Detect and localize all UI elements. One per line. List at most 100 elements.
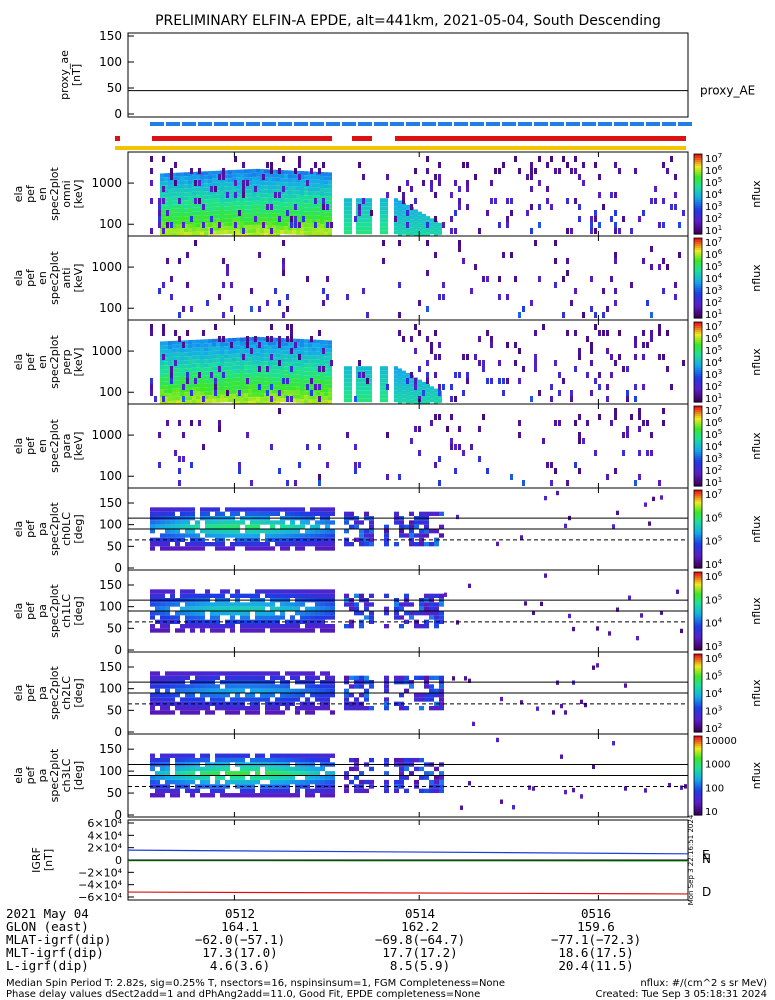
spectrogram-cell: [316, 215, 320, 220]
spectrogram-dot: [606, 306, 609, 312]
spectrogram-dot: [358, 162, 361, 168]
pa-cell: [200, 701, 205, 706]
pa-cell: [290, 520, 295, 525]
spectrogram-cell: [360, 386, 364, 391]
pa-cell: [160, 611, 165, 616]
spectrogram-cell: [256, 224, 260, 229]
spectrogram-cell: [196, 223, 200, 228]
pa-cell: [270, 757, 275, 763]
spectrogram-cell: [260, 205, 264, 210]
spectrogram-cell: [292, 230, 296, 235]
pa-cell: [205, 529, 210, 534]
pa-cell: [424, 684, 429, 689]
spectrogram-cell: [248, 337, 252, 342]
spectrogram-dot: [270, 444, 273, 450]
colorbar-segment: [694, 769, 702, 773]
spectrogram-cell: [236, 353, 240, 358]
pa-cell: [160, 624, 165, 629]
colorbar-segment: [694, 418, 702, 421]
pa-cell: [305, 710, 310, 715]
spectrogram-cell: [356, 214, 360, 219]
spectrogram-cell: [304, 171, 308, 176]
spectrogram-cell: [280, 210, 284, 215]
pa-cell: [305, 688, 310, 693]
colorbar-segment: [694, 248, 702, 251]
pa-cell: [235, 520, 240, 525]
spectrogram-cell: [260, 401, 264, 406]
colorbar-segment: [694, 426, 702, 429]
spectrogram-cell: [300, 399, 304, 404]
spectrogram-cell: [252, 348, 256, 353]
spectrogram-cell: [168, 209, 172, 214]
spectrogram-dot: [434, 330, 437, 336]
spectrogram-cell: [368, 374, 372, 379]
pa-cell: [150, 766, 155, 772]
spectrogram-cell: [248, 221, 252, 226]
colorbar-segment: [694, 162, 702, 165]
colorbar-segment: [694, 352, 702, 355]
ytick-label: 150: [99, 578, 122, 592]
spectrogram-cell: [348, 210, 352, 215]
pa-cell: [290, 606, 295, 611]
spectrogram-cell: [204, 359, 208, 364]
colorbar-segment: [694, 702, 702, 706]
spectrogram-cell: [348, 394, 352, 399]
pa-cell: [220, 606, 225, 611]
spectrogram-cell: [300, 355, 304, 360]
pa-dot: [668, 782, 671, 788]
pa-cell: [310, 675, 315, 680]
pa-dot: [544, 573, 547, 578]
spectrogram-cell: [236, 385, 240, 390]
spectrogram-cell: [208, 395, 212, 400]
pa-cell: [170, 520, 175, 525]
spectrogram-cell: [216, 394, 220, 399]
spectrogram-cell: [176, 228, 180, 233]
spectrogram-cell: [292, 182, 296, 187]
spectrogram-cell: [426, 216, 430, 221]
pa-cell: [280, 615, 285, 620]
pa-cell: [270, 753, 275, 758]
pa-cell: [305, 775, 310, 780]
spectrogram-dot: [426, 336, 429, 342]
spectrogram-cell: [328, 396, 332, 401]
pa-cell: [170, 615, 175, 620]
spectrogram-dot: [462, 390, 465, 396]
spectrogram-cell: [430, 230, 434, 235]
spectrogram-cell: [184, 220, 188, 225]
pa-cell: [210, 766, 215, 772]
spectrogram-dot: [190, 306, 193, 312]
spectrogram-cell: [208, 399, 212, 404]
colorbar-segment: [694, 726, 702, 729]
pa-cell: [210, 524, 215, 529]
pa-cell: [230, 542, 235, 547]
pa-cell: [155, 793, 160, 798]
pa-cell: [175, 615, 180, 620]
pa-cell: [260, 606, 265, 611]
spectrogram-dot: [386, 384, 389, 390]
spectrogram-dot: [290, 222, 293, 228]
spectrogram-cell: [280, 342, 284, 347]
pa-cell: [225, 766, 230, 772]
pa-cell: [235, 697, 240, 702]
spectrogram-dot: [210, 372, 213, 378]
footer-line1-left: Median Spin Period T: 2.82s, sig=0.25% T…: [6, 978, 506, 989]
pa-cell: [310, 511, 315, 516]
spectrogram-cell: [256, 396, 260, 401]
spectrogram-cell: [192, 371, 196, 376]
pa-cell: [354, 701, 359, 706]
colorbar-segment: [694, 266, 702, 269]
spectrogram-dot: [594, 450, 597, 456]
spectrogram-dot: [442, 294, 445, 300]
pa-cell: [439, 602, 444, 607]
spectrogram-cell: [320, 179, 324, 184]
pa-cell: [225, 710, 230, 715]
pa-cell: [265, 710, 270, 715]
spectrogram-cell: [292, 174, 296, 179]
pa-cell: [369, 593, 374, 598]
spectrogram-cell: [220, 350, 224, 355]
pa-cell: [160, 619, 165, 624]
spectrogram-cell: [224, 374, 228, 379]
spectrogram-dot: [210, 216, 213, 222]
spectrogram-cell: [172, 184, 176, 189]
spectrogram-cell: [164, 381, 168, 386]
